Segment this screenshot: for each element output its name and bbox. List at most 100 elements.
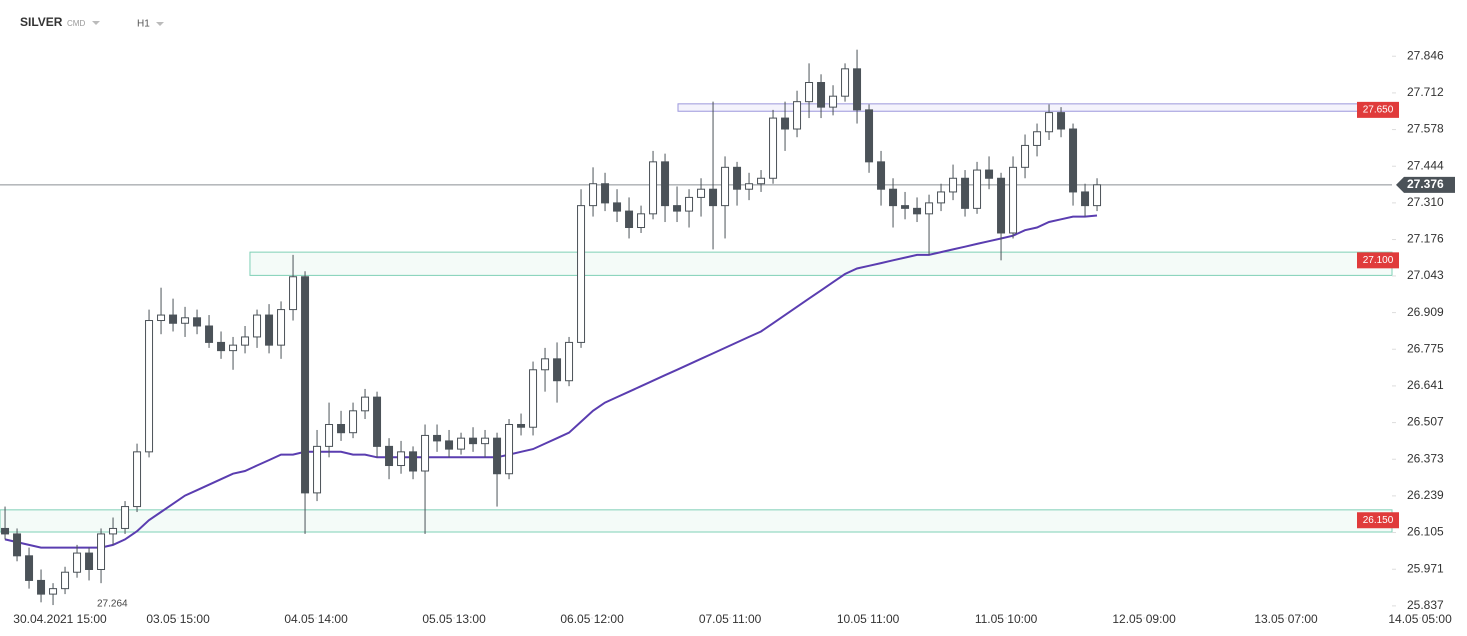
candle-body xyxy=(589,183,598,207)
y-tick-label: 27.444 xyxy=(1407,158,1444,172)
y-tick-label: 25.971 xyxy=(1407,561,1444,575)
candle-body xyxy=(457,437,466,450)
candle-body xyxy=(973,169,982,209)
zone-label: 27.100 xyxy=(1363,255,1394,266)
interval[interactable]: H1 xyxy=(137,19,150,30)
candle-body xyxy=(277,309,286,346)
candle-body xyxy=(877,161,886,190)
candle-body xyxy=(517,423,526,428)
x-tick-label: 12.05 09:00 xyxy=(1112,612,1176,626)
candle-body xyxy=(757,177,766,185)
candle-body xyxy=(433,434,442,442)
candle-body xyxy=(721,166,730,207)
candle-body xyxy=(685,196,694,212)
candle-body xyxy=(925,202,934,215)
candle-body xyxy=(829,95,838,108)
candle-body xyxy=(733,166,742,190)
candle-body xyxy=(505,423,514,475)
candle-body xyxy=(121,506,130,529)
dropdown-arrow[interactable] xyxy=(92,21,100,25)
candle-body xyxy=(697,188,706,198)
candle-body xyxy=(469,437,478,445)
candle-body xyxy=(301,276,310,494)
y-tick-label: 26.641 xyxy=(1407,378,1444,392)
zone-label: 27.650 xyxy=(1363,105,1394,116)
candle-body xyxy=(169,314,178,324)
x-tick-label: 03.05 15:00 xyxy=(146,612,210,626)
candle-body xyxy=(61,571,70,590)
y-tick-label: 26.775 xyxy=(1407,341,1444,355)
y-tick-label: 26.105 xyxy=(1407,525,1444,539)
candle-body xyxy=(961,177,970,209)
zone-label-box xyxy=(1357,512,1399,529)
candle-body xyxy=(1021,144,1030,168)
candle-body xyxy=(289,276,298,311)
candle-body xyxy=(1045,112,1054,133)
candle-body xyxy=(421,434,430,472)
candle-body xyxy=(73,552,82,573)
candle-body xyxy=(889,188,898,207)
y-tick-label: 27.043 xyxy=(1407,268,1444,282)
candle-body xyxy=(649,161,658,215)
candle-body xyxy=(805,82,814,103)
candle-body xyxy=(565,341,574,382)
x-tick-label: 06.05 12:00 xyxy=(560,612,624,626)
candle-body xyxy=(373,396,382,447)
y-tick-label: 27.176 xyxy=(1407,232,1444,246)
candle-body xyxy=(133,451,142,508)
candle-body xyxy=(205,325,214,343)
x-tick-label: 05.05 13:00 xyxy=(422,612,486,626)
y-tick-label: 27.846 xyxy=(1407,48,1444,62)
zone-band xyxy=(249,251,1393,276)
candle-body xyxy=(85,552,94,570)
candle-body xyxy=(709,188,718,207)
candle-body xyxy=(145,320,154,453)
candle-body xyxy=(541,358,550,371)
candle-body xyxy=(529,369,538,428)
candle-body xyxy=(1009,166,1018,234)
y-tick-label: 27.310 xyxy=(1407,195,1444,209)
ma-value-label: 27.264 xyxy=(97,599,128,610)
candle-body xyxy=(577,205,586,343)
candles xyxy=(1,49,1102,606)
candle-body xyxy=(613,202,622,212)
candle-body xyxy=(745,183,754,190)
candle-body xyxy=(229,344,238,352)
x-tick-label: 04.05 14:00 xyxy=(284,612,348,626)
candle-body xyxy=(265,314,274,346)
candle-body xyxy=(385,445,394,467)
candle-body xyxy=(325,423,334,447)
candle-body xyxy=(337,423,346,434)
x-tick-label: 13.05 07:00 xyxy=(1254,612,1318,626)
candle-body xyxy=(673,205,682,212)
axes: 27.846 27.712 27.578 27.444 27.310 27.176 27.0… xyxy=(13,48,1455,626)
y-tick-label: 25.837 xyxy=(1407,598,1444,612)
candle-body xyxy=(553,358,562,382)
y-tick-label: 27.578 xyxy=(1407,122,1444,136)
candle-body xyxy=(769,117,778,179)
x-tick-label: 10.05 11:00 xyxy=(837,612,900,626)
x-tick-label: 11.05 10:00 xyxy=(975,612,1038,626)
candle-body xyxy=(1057,112,1066,130)
zone-label: 26.150 xyxy=(1363,515,1394,526)
instrument-title[interactable]: SILVER xyxy=(20,15,63,29)
dropdown-arrow[interactable] xyxy=(156,22,164,26)
instrument-class[interactable]: CMD xyxy=(67,19,85,28)
last-price-box xyxy=(1396,176,1455,193)
candle-body xyxy=(97,533,106,570)
x-tick-label: 07.05 11:00 xyxy=(699,612,762,626)
candle-body xyxy=(13,533,22,557)
candle-body xyxy=(781,117,790,130)
y-tick-label: 27.712 xyxy=(1407,85,1444,99)
candle-body xyxy=(409,451,418,472)
candle-body xyxy=(601,183,610,204)
last-price-label: 27.376 xyxy=(1407,177,1444,191)
candle-body xyxy=(313,445,322,494)
y-tick-label: 26.239 xyxy=(1407,488,1444,502)
candle-body xyxy=(361,396,370,412)
candle-body xyxy=(49,588,58,595)
candle-body xyxy=(193,317,202,327)
candle-body xyxy=(817,82,826,108)
